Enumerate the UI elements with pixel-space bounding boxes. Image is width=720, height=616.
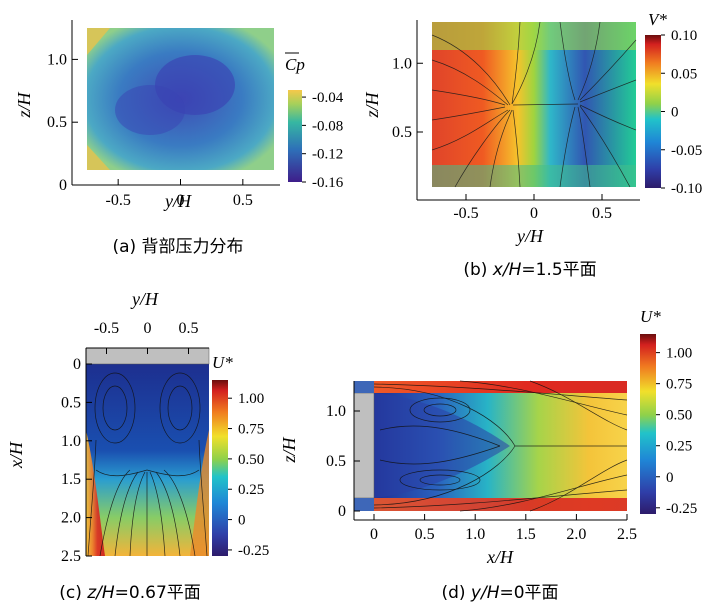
panel-c bbox=[85, 347, 228, 557]
panel-a-corner-high bbox=[87, 28, 110, 55]
panel-c-xlabel: y/H bbox=[130, 289, 159, 309]
panel-c-colorbar-tick-label: 0.25 bbox=[238, 482, 264, 498]
panel-c-colorbar bbox=[212, 380, 228, 556]
panel-a-ytick-label: 0.5 bbox=[47, 114, 67, 131]
panel-d-colorbar-tick-label: 0.50 bbox=[666, 408, 692, 424]
panel-b-colorbar-tick-label: -0.05 bbox=[671, 143, 702, 159]
panel-d-ytick-label: 0.5 bbox=[326, 453, 346, 470]
panel-c-colorbar-tick-label: -0.25 bbox=[238, 543, 269, 559]
panel-d-ytick-label: 0 bbox=[338, 503, 346, 520]
panel-a-xtick-label: -0.5 bbox=[106, 192, 131, 209]
panel-c-streamlines bbox=[87, 372, 208, 557]
panel-a-ylabel: z/H bbox=[14, 92, 34, 119]
panel-b-colorbar-tick-label: 0.10 bbox=[671, 28, 697, 44]
panel-d-xtick-label: 0 bbox=[370, 526, 378, 543]
panel-b-colorbar-label: V* bbox=[648, 10, 667, 29]
panel-b-streamlines bbox=[431, 21, 637, 188]
panel-c-xtick-label: 0.5 bbox=[179, 320, 199, 337]
panel-d-axes bbox=[353, 381, 627, 521]
panel-c-colorbar-tick-label: 1.00 bbox=[238, 391, 264, 407]
panel-c-caption: (c) z/H=0.67平面 bbox=[59, 583, 201, 603]
panel-d-xtick-label: 2.0 bbox=[566, 526, 586, 543]
panel-d bbox=[353, 334, 656, 521]
panel-b-colorbar-tick-label: 0.05 bbox=[671, 66, 697, 82]
panel-b-colorbar-tick-label: -0.10 bbox=[671, 181, 702, 197]
panel-a bbox=[71, 20, 302, 186]
panel-a-xtick-label: 0.5 bbox=[233, 192, 253, 209]
panel-d-xtick-label: 1.5 bbox=[516, 526, 536, 543]
panel-c-ytick-label: 1.5 bbox=[61, 471, 81, 488]
panel-d-xlabel: x/H bbox=[486, 547, 514, 567]
panel-d-colorbar-tick-label: 1.00 bbox=[666, 346, 692, 362]
panel-c-colorbar-tick-label: 0.75 bbox=[238, 422, 264, 438]
panel-d-colorbar-label: U* bbox=[640, 307, 661, 326]
panel-c-ytick-label: 1.0 bbox=[61, 433, 81, 450]
panel-b-ylabel: z/H bbox=[362, 92, 382, 119]
panel-a-colorbar-tick-label: -0.08 bbox=[312, 118, 343, 134]
panel-c-colorbar-label: U* bbox=[212, 353, 233, 372]
panel-d-inlet-bottom bbox=[354, 498, 374, 511]
panel-a-colorbar-bar bbox=[288, 90, 302, 182]
panel-d-xtick-label: 0.5 bbox=[415, 526, 435, 543]
panel-a-colorbar bbox=[288, 90, 302, 182]
panel-d-ytick-label: 1.0 bbox=[326, 403, 346, 420]
panel-c-xtick-label: -0.5 bbox=[94, 320, 119, 337]
panel-d-xtick-label: 2.5 bbox=[617, 526, 637, 543]
panel-d-body bbox=[353, 392, 375, 499]
panel-d-streamlines bbox=[373, 380, 628, 512]
panel-b-xtick-label: 0.5 bbox=[592, 205, 612, 222]
panel-b-xlabel: y/H bbox=[515, 226, 544, 246]
panel-c-field bbox=[86, 364, 209, 556]
panel-d-colorbar-tick-label: 0 bbox=[666, 470, 674, 486]
panel-d-colorbar-bar bbox=[640, 334, 656, 514]
panel-b-ytick-label: 1.0 bbox=[392, 55, 412, 72]
panel-b bbox=[416, 20, 661, 201]
panel-c-colorbar-tick-label: 0.50 bbox=[238, 452, 264, 468]
panel-c-colorbar-tick-label: 0 bbox=[238, 513, 246, 529]
panel-a-ytick-label: 0 bbox=[59, 177, 67, 194]
panel-a-xlabel: y/H bbox=[163, 191, 192, 211]
panel-d-colorbar-tick-label: -0.25 bbox=[666, 501, 697, 517]
panel-a-colorbar-tick-label: -0.04 bbox=[312, 90, 344, 106]
panel-b-colorbar-tick-label: 0 bbox=[671, 105, 679, 121]
panel-a-corner-high bbox=[87, 145, 110, 170]
panel-c-ytick-label: 0 bbox=[73, 356, 81, 373]
panel-d-colorbar-tick-label: 0.75 bbox=[666, 377, 692, 393]
panel-a-caption: (a) 背部压力分布 bbox=[112, 237, 243, 257]
panel-c-ylabel: x/H bbox=[6, 441, 26, 469]
panel-d-caption: (d) y/H=0平面 bbox=[441, 583, 558, 603]
panel-c-xtick-label: 0 bbox=[144, 320, 152, 337]
panel-c-ytick-label: 2.5 bbox=[61, 548, 81, 565]
panel-b-xtick-label: 0 bbox=[530, 205, 538, 222]
tick-labels: -0.5 0 0.500.51.0-0.04-0.08-0.12-0.16-0.5 0… bbox=[47, 28, 702, 565]
panel-a-ytick-label: 1.0 bbox=[47, 51, 67, 68]
panel-d-colorbar bbox=[640, 334, 656, 514]
panel-d-ylabel: z/H bbox=[279, 437, 299, 464]
panel-c-colorbar-bar bbox=[212, 380, 228, 556]
panel-a-xtick-label: 0 bbox=[177, 192, 185, 209]
panel-b-ytick-label: 0.5 bbox=[392, 124, 412, 141]
panel-b-xtick-label: -0.5 bbox=[453, 205, 478, 222]
panel-c-ytick-label: 2.0 bbox=[61, 510, 81, 527]
panel-a-colorbar-tick-label: -0.12 bbox=[312, 147, 343, 163]
panel-b-axes bbox=[416, 20, 640, 201]
panel-d-inlet-top bbox=[354, 381, 374, 393]
panel-c-ytick-label: 0.5 bbox=[61, 394, 81, 411]
panel-a-axes bbox=[71, 20, 280, 186]
panel-a-colorbar-tick-label: -0.16 bbox=[312, 175, 344, 191]
panel-b-caption: (b) x/H=1.5平面 bbox=[463, 260, 596, 280]
panel-b-colorbar bbox=[645, 35, 661, 188]
panel-d-colorbar-tick-label: 0.25 bbox=[666, 439, 692, 455]
panel-d-xtick-label: 1.0 bbox=[465, 526, 485, 543]
panel-a-colorbar-label: Cp bbox=[285, 55, 305, 74]
panel-b-colorbar-bar bbox=[645, 35, 661, 188]
